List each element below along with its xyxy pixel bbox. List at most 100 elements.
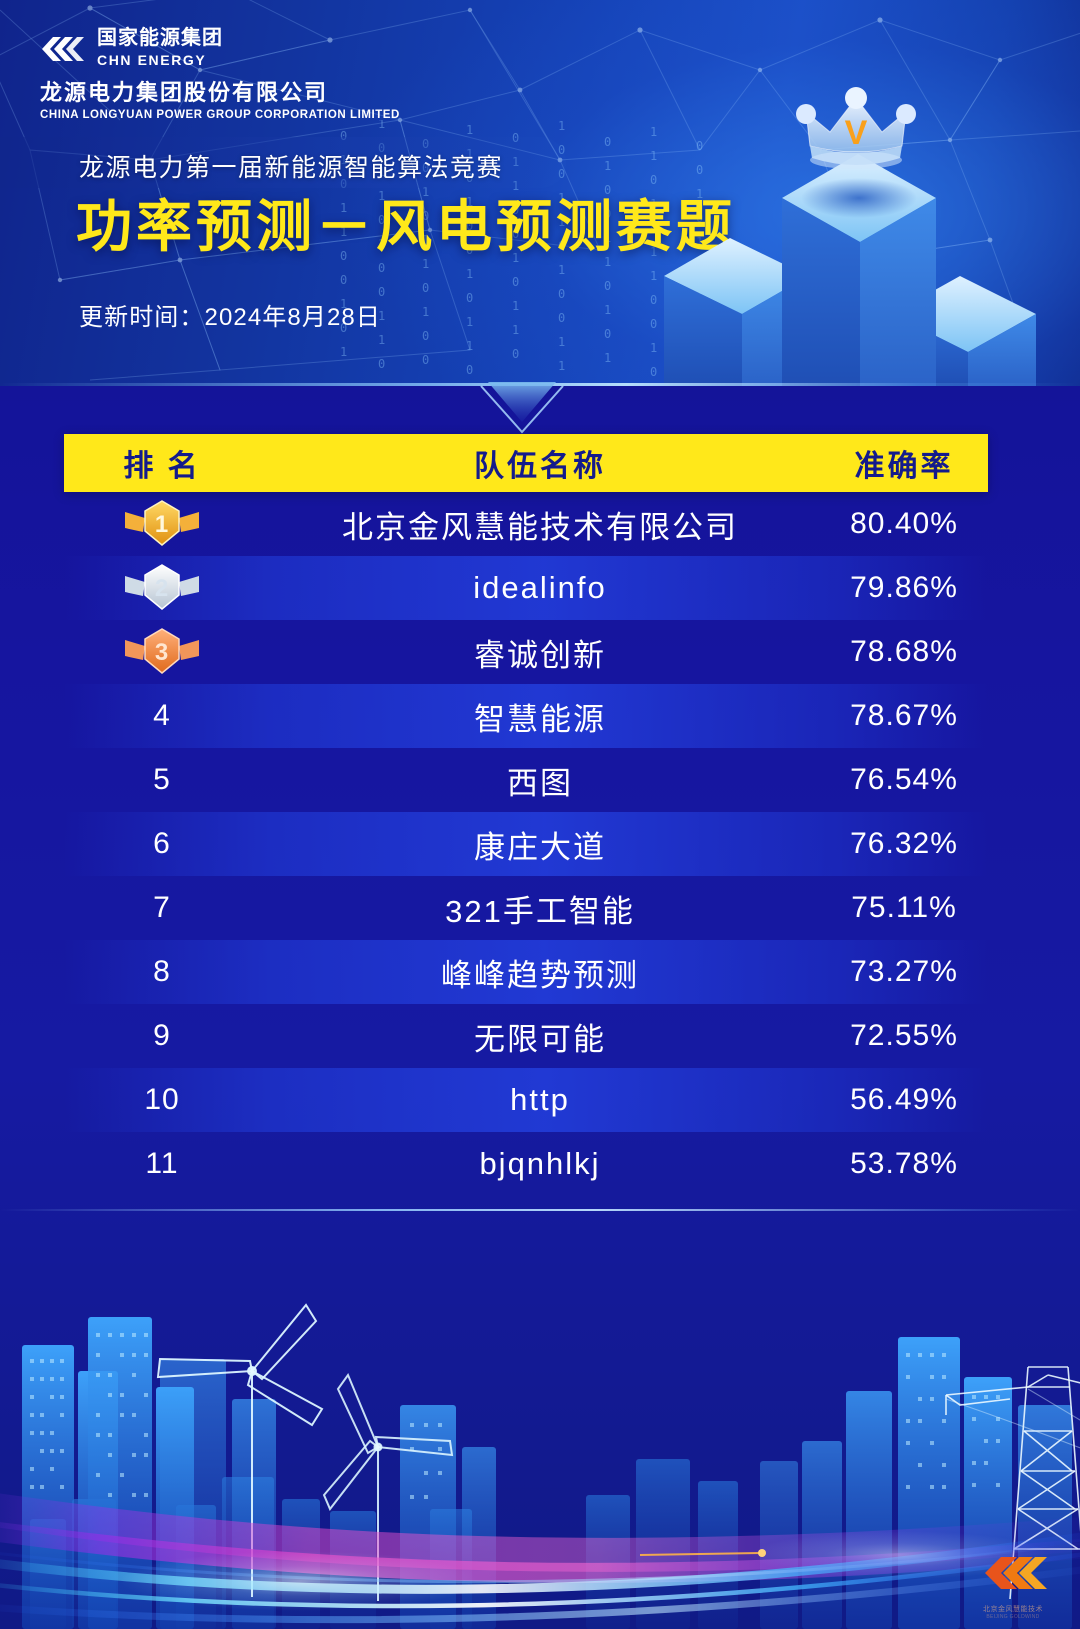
accuracy-cell: 79.86%	[850, 571, 958, 604]
team-cell: idealinfo	[473, 570, 607, 605]
table-row[interactable]: 6 康庄大道 76.32%	[64, 812, 988, 876]
team-cell: 峰峰趋势预测	[441, 957, 639, 993]
page-title: 功率预测－风电预测赛题	[76, 195, 736, 258]
svg-text:1: 1	[512, 299, 519, 313]
brand-lockup: 国家能源集团 CHN ENERGY 龙源电力集团股份有限公司 CHINA LON…	[40, 27, 400, 122]
svg-text:0: 0	[696, 139, 703, 153]
rank-cell: 9	[153, 1019, 171, 1052]
svg-text:0: 0	[466, 363, 473, 377]
svg-text:1: 1	[378, 237, 385, 251]
chn-energy-logo-icon	[42, 36, 84, 61]
svg-text:1: 1	[604, 159, 611, 173]
table-row[interactable]: 9 无限可能 72.55%	[64, 1004, 988, 1068]
svg-text:0: 0	[558, 287, 565, 301]
svg-text:0: 0	[512, 347, 519, 361]
group-name-en: CHN ENERGY	[97, 52, 207, 68]
svg-text:1: 1	[466, 315, 473, 329]
accuracy-cell: 72.55%	[850, 1019, 958, 1052]
svg-text:0: 0	[604, 327, 611, 341]
table-row[interactable]: 7 321手工智能 75.11%	[64, 876, 988, 940]
svg-text:1: 1	[512, 323, 519, 337]
svg-text:1: 1	[558, 359, 565, 373]
svg-text:1: 1	[422, 257, 429, 271]
svg-text:0: 0	[378, 261, 385, 275]
rank-cell: 7	[153, 891, 171, 924]
svg-text:0: 0	[340, 273, 347, 287]
svg-text:V: V	[845, 114, 868, 152]
chevron-down-icon	[480, 382, 564, 434]
svg-text:0: 0	[512, 203, 519, 217]
svg-text:1: 1	[650, 341, 657, 355]
svg-text:1: 1	[378, 333, 385, 347]
rank-cell: 4	[153, 699, 171, 732]
svg-text:0: 0	[422, 209, 429, 223]
table-row[interactable]: 8 峰峰趋势预测 73.27%	[64, 940, 988, 1004]
table-row[interactable]: 10 http 56.49%	[64, 1068, 988, 1132]
update-time: 更新时间：2024年8月28日	[79, 304, 381, 331]
table-row[interactable]: 2 idealinfo 79.86%	[64, 556, 988, 620]
svg-text:0: 0	[558, 311, 565, 325]
table-row[interactable]: 11 bjqnhlkj 53.78%	[64, 1132, 988, 1196]
svg-text:1: 1	[558, 191, 565, 205]
footer-brand-text: 北京金风慧能技术	[983, 1606, 1043, 1613]
accuracy-cell: 78.67%	[850, 699, 958, 732]
svg-text:0: 0	[650, 293, 657, 307]
competition-subtitle: 龙源电力第一届新能源智能算法竞赛	[79, 154, 504, 182]
subtitle-band	[0, 137, 566, 188]
svg-text:0: 0	[378, 285, 385, 299]
svg-text:1: 1	[650, 269, 657, 283]
group-name-cn: 国家能源集团	[97, 27, 223, 49]
svg-text:1: 1	[340, 201, 347, 215]
podium-block-center	[782, 154, 936, 386]
team-cell: 智慧能源	[474, 701, 606, 737]
table-row[interactable]: 5 西图 76.54%	[64, 748, 988, 812]
orange-diamond-logo-icon	[985, 1557, 1047, 1589]
svg-text:1: 1	[378, 120, 385, 131]
gold-medal-icon: 1	[125, 500, 199, 546]
svg-text:0: 0	[378, 213, 385, 227]
team-cell: http	[510, 1082, 570, 1117]
svg-text:0: 0	[422, 353, 429, 367]
svg-text:0: 0	[696, 211, 703, 225]
svg-text:0: 0	[466, 291, 473, 305]
svg-text:0: 0	[650, 221, 657, 235]
svg-text:1: 1	[558, 215, 565, 229]
svg-text:0: 0	[340, 249, 347, 263]
svg-text:1: 1	[378, 309, 385, 323]
svg-text:0: 0	[650, 365, 657, 379]
accuracy-cell: 76.54%	[850, 763, 958, 796]
svg-text:1: 1	[466, 195, 473, 209]
svg-text:1: 1	[340, 345, 347, 359]
light-streak-icon	[0, 1493, 1080, 1624]
table-row[interactable]: 1 北京金风慧能技术有限公司 80.40%	[64, 492, 988, 556]
svg-text:0: 0	[650, 173, 657, 187]
city-skyline-icon	[0, 1303, 1080, 1629]
table-row[interactable]: 4 智慧能源 78.67%	[64, 684, 988, 748]
column-header-team: 队伍名称	[474, 450, 606, 483]
accuracy-cell: 80.40%	[850, 507, 958, 540]
svg-text:3: 3	[155, 639, 169, 666]
svg-text:0: 0	[378, 357, 385, 371]
footer-scene: 北京金风慧能技术 BEIJING GOLDWIND	[0, 1209, 1080, 1629]
svg-text:1: 1	[650, 125, 657, 139]
svg-text:1: 1	[558, 263, 565, 277]
svg-text:1: 1	[340, 297, 347, 311]
footer-brand: 北京金风慧能技术 BEIJING GOLDWIND	[970, 1549, 1056, 1620]
accuracy-cell: 53.78%	[850, 1147, 958, 1180]
svg-text:1: 1	[604, 303, 611, 317]
svg-text:1: 1	[604, 231, 611, 245]
svg-text:0: 0	[696, 163, 703, 177]
svg-text:0: 0	[604, 135, 611, 149]
svg-text:2: 2	[155, 575, 169, 602]
team-cell: 321手工智能	[445, 893, 635, 929]
company-name-cn: 龙源电力集团股份有限公司	[40, 80, 329, 106]
rank-cell: 6	[153, 827, 171, 860]
svg-text:0: 0	[604, 183, 611, 197]
svg-text:1: 1	[422, 185, 429, 199]
header-banner: 0 1 0 1 1 0 0 1 0 1 1 0 1 1 0 1 0 0 1 1 0 0 0 1 0 1 1 0 1 0 0 1 1 0 1 0 0…	[0, 0, 1080, 386]
crown-icon: V	[796, 87, 916, 169]
rank-cell: 11	[145, 1147, 179, 1180]
table-row[interactable]: 3 睿诚创新 78.68%	[64, 620, 988, 684]
svg-text:1: 1	[696, 235, 703, 249]
accuracy-cell: 76.32%	[850, 827, 958, 860]
